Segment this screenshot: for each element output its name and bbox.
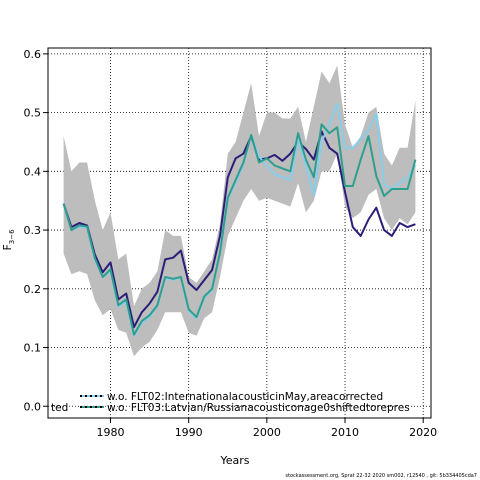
series-lines [62, 102, 417, 337]
y-axis: 0.0 0.1 0.2 0.3 0.4 0.5 0.6 [24, 48, 48, 413]
y-tick-label-0.6: 0.6 [24, 48, 42, 61]
y-axis-title: F3−6 [1, 229, 16, 251]
y-tick-label-0.4: 0.4 [24, 165, 42, 178]
x-tick-label-1980: 1980 [97, 426, 125, 439]
y-tick-label-0.0: 0.0 [24, 400, 42, 413]
x-axis-title: Years [219, 454, 249, 467]
confidence-band-area [63, 65, 416, 357]
plot-frame [47, 47, 432, 419]
legend: ted w.o. FLT02:InternationalacousticinMa… [51, 391, 410, 414]
x-tick-label-1990: 1990 [175, 426, 203, 439]
legend-label-flt02: w.o. FLT02:InternationalacousticinMay,ar… [107, 391, 383, 403]
y-tick-label-0.3: 0.3 [24, 224, 42, 237]
legend-clipped-fragment: ted [51, 402, 68, 414]
y-axis-title-subscript: 3−6 [8, 229, 16, 244]
y-tick-label-0.1: 0.1 [24, 342, 42, 355]
x-tick-label-2020: 2020 [409, 426, 437, 439]
x-axis: 1980 1990 2000 2010 2020 [97, 418, 437, 439]
y-axis-title-group: F3−6 [1, 229, 16, 251]
series-line-0 [62, 130, 416, 328]
x-tick-label-2000: 2000 [253, 426, 281, 439]
series-line-2 [62, 123, 417, 336]
confidence-band [63, 65, 416, 357]
y-axis-title-main: F [1, 244, 14, 250]
legend-label-flt03: w.o. FLT03:Latvian/Russianacousticonage0… [107, 402, 410, 414]
y-tick-label-0.2: 0.2 [24, 283, 42, 296]
x-tick-label-2010: 2010 [331, 426, 359, 439]
y-tick-label-0.5: 0.5 [24, 107, 42, 120]
footer-text: stockassessment.org, Sprat 22-32 2020 sm… [285, 473, 477, 479]
